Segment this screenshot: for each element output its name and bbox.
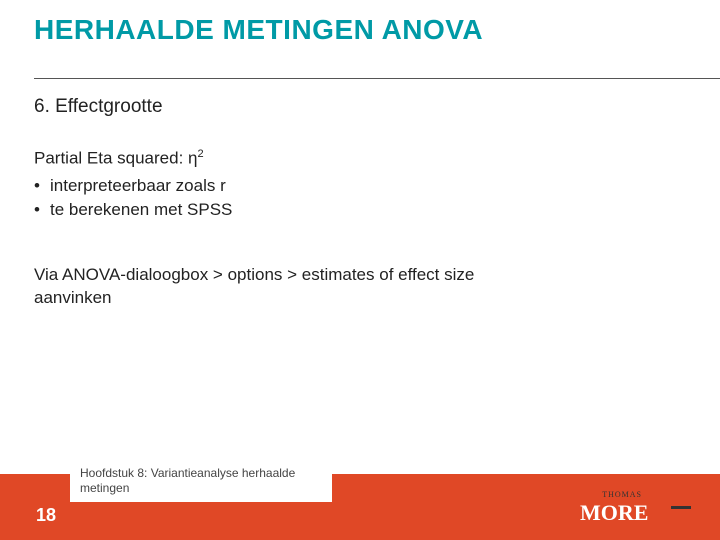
section-heading: 6. Effectgrootte (34, 96, 163, 118)
page-number: 18 (36, 505, 56, 526)
list-item: te berekenen met SPSS (34, 200, 232, 220)
body-via-line2: aanvinken (34, 287, 474, 310)
logo-small-text: THOMAS (602, 490, 642, 499)
body-via: Via ANOVA-dialoogbox > options > estimat… (34, 264, 474, 310)
body-line-eta-sup: 2 (197, 148, 203, 160)
list-item-text: te berekenen met SPSS (50, 200, 232, 219)
page-title-text: HERHAALDE METINGEN ANOVA (34, 14, 483, 45)
chapter-line2: metingen (80, 481, 322, 496)
title-divider (34, 78, 720, 79)
body-line-eta: Partial Eta squared: η2 (34, 148, 204, 169)
thomas-more-logo: THOMAS MORE (576, 486, 696, 526)
section-heading-text: 6. Effectgrootte (34, 96, 163, 117)
body-line-eta-prefix: Partial Eta squared: η (34, 149, 197, 168)
body-via-line1: Via ANOVA-dialoogbox > options > estimat… (34, 264, 474, 287)
list-item-text: interpreteerbaar zoals r (50, 176, 226, 195)
page-title: HERHAALDE METINGEN ANOVA (34, 14, 483, 46)
chapter-box: Hoofdstuk 8: Variantieanalyse herhaalde … (70, 460, 332, 502)
list-item: interpreteerbaar zoals r (34, 176, 232, 196)
chapter-line1: Hoofdstuk 8: Variantieanalyse herhaalde (80, 466, 322, 481)
bullet-list: interpreteerbaar zoals r te berekenen me… (34, 176, 232, 224)
slide: { "title": { "text": "HERHAALDE METINGEN… (0, 0, 720, 540)
logo-main-text: MORE (580, 500, 648, 525)
logo-bar-icon (671, 506, 691, 509)
